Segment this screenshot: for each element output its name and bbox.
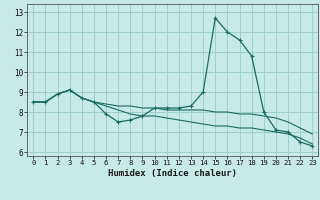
X-axis label: Humidex (Indice chaleur): Humidex (Indice chaleur) <box>108 169 237 178</box>
